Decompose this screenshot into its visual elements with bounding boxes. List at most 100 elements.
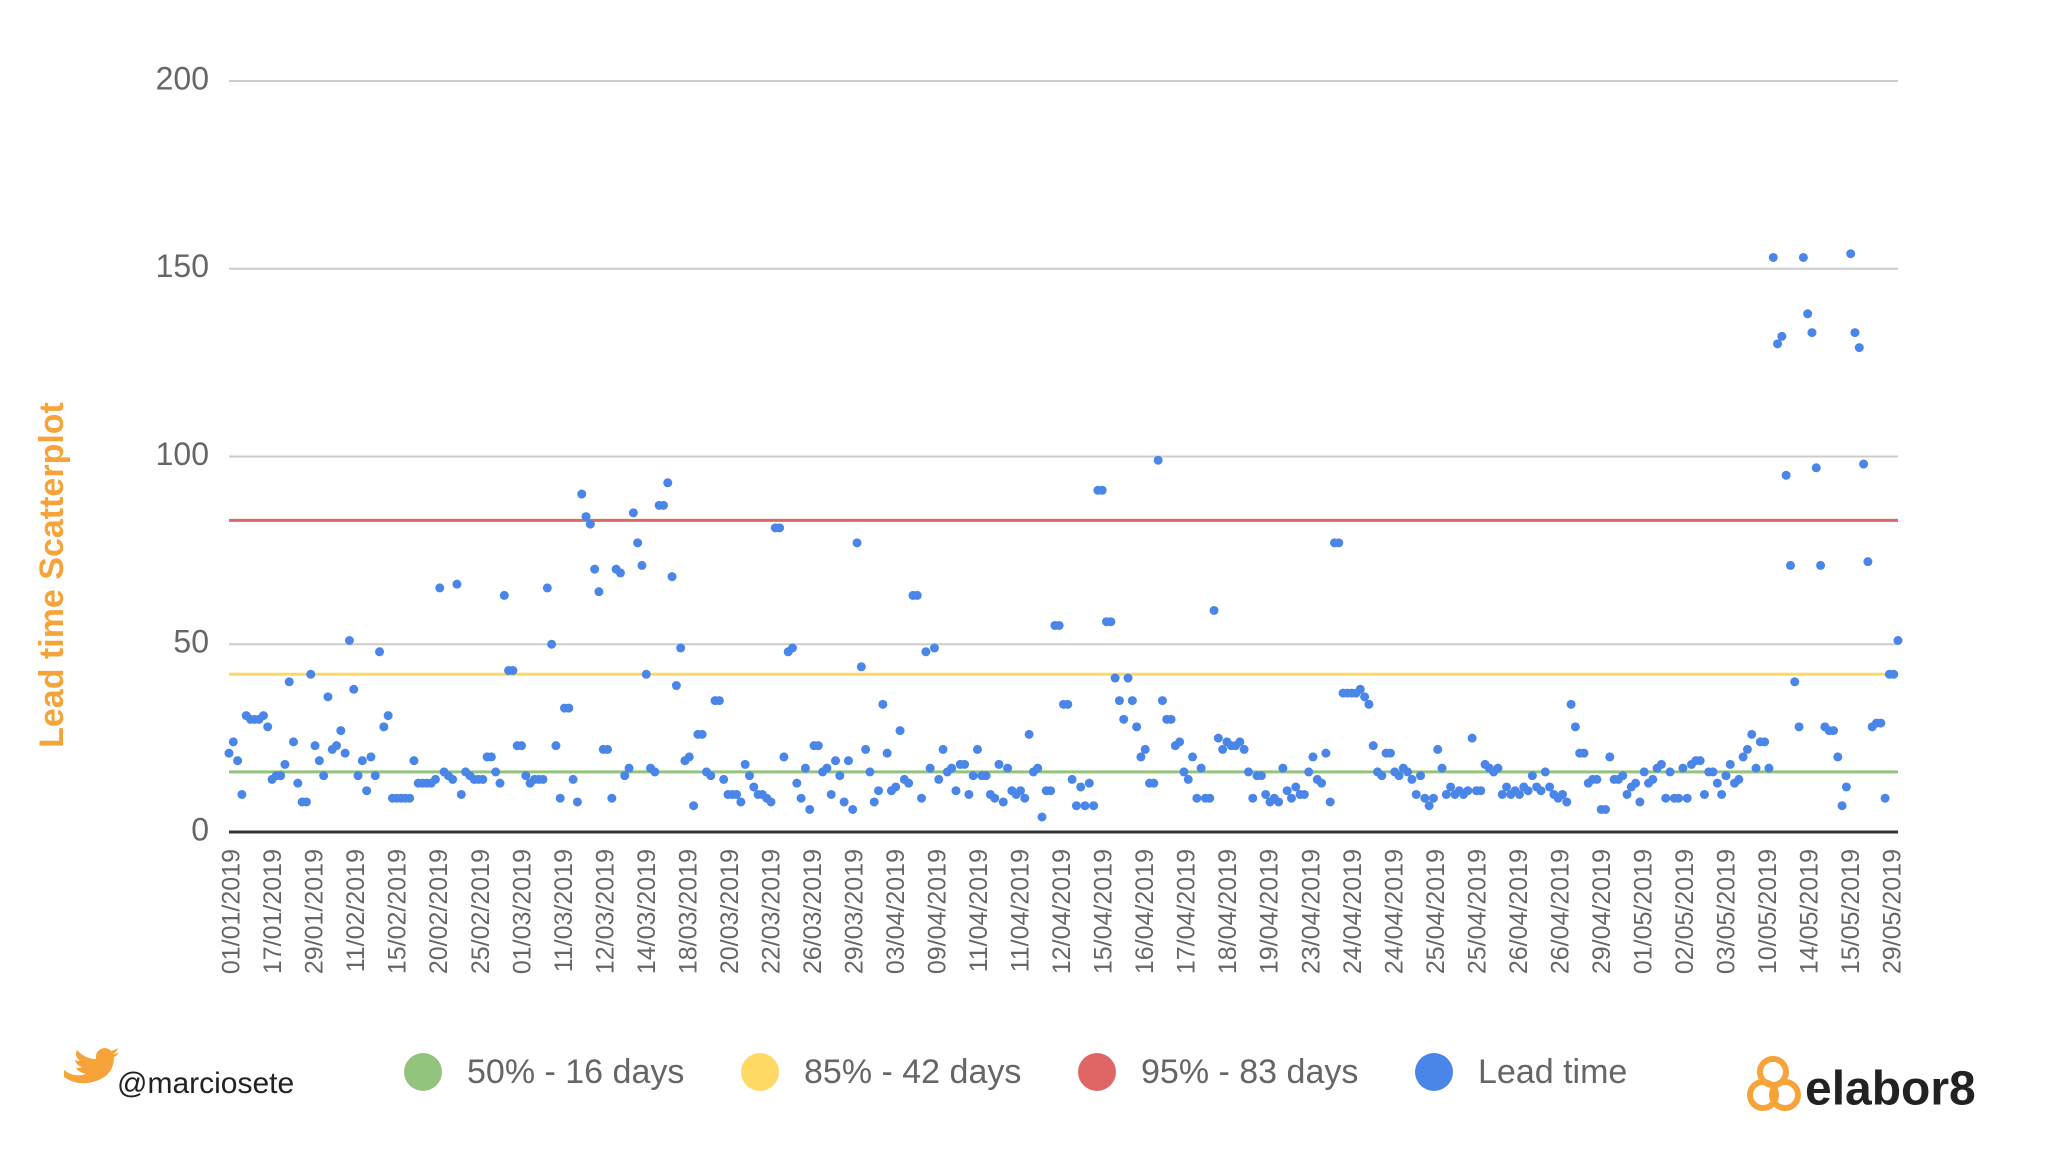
- point: [912, 590, 922, 600]
- x-tick-label: 03/05/2019: [1713, 849, 1741, 974]
- point: [990, 793, 1000, 803]
- point: [981, 771, 991, 781]
- point: [1751, 763, 1761, 773]
- point: [1738, 752, 1748, 762]
- point: [951, 786, 961, 796]
- point: [1377, 771, 1387, 781]
- point: [1794, 722, 1804, 732]
- point: [947, 763, 957, 773]
- point: [237, 789, 247, 799]
- point: [624, 763, 634, 773]
- point: [564, 703, 574, 713]
- x-tick-label: 24/04/2019: [1380, 849, 1408, 974]
- point: [594, 587, 604, 597]
- y-axis-title: Lead time Scatterplot: [33, 402, 71, 748]
- point: [1114, 696, 1124, 706]
- point: [839, 797, 849, 807]
- point: [233, 756, 243, 766]
- legend-swatch: [404, 1053, 442, 1091]
- point: [1889, 669, 1899, 679]
- point: [1837, 801, 1847, 811]
- point: [353, 771, 363, 781]
- point: [689, 801, 699, 811]
- point: [495, 778, 505, 788]
- point: [293, 778, 303, 788]
- point: [280, 759, 290, 769]
- x-tick-label: 17/01/2019: [259, 849, 287, 974]
- point: [740, 759, 750, 769]
- point: [1648, 774, 1658, 784]
- point: [1192, 793, 1202, 803]
- point: [1368, 741, 1378, 751]
- point: [585, 519, 595, 529]
- point: [1416, 771, 1426, 781]
- point: [1781, 470, 1791, 480]
- x-tick-label: 18/04/2019: [1214, 849, 1242, 974]
- x-tick-label: 11/04/2019: [1007, 849, 1035, 972]
- point: [263, 722, 273, 732]
- point: [1721, 771, 1731, 781]
- point: [1631, 778, 1641, 788]
- point: [370, 771, 380, 781]
- x-tick-label: 26/04/2019: [1505, 849, 1533, 974]
- point: [1622, 789, 1632, 799]
- point: [1557, 789, 1567, 799]
- point: [1854, 343, 1864, 353]
- point: [1833, 752, 1843, 762]
- point: [964, 789, 974, 799]
- point: [891, 782, 901, 792]
- point: [1734, 774, 1744, 784]
- x-tick-label: 14/03/2019: [633, 849, 661, 974]
- point: [1166, 714, 1176, 724]
- point: [1678, 763, 1688, 773]
- point: [581, 512, 591, 522]
- point: [1218, 744, 1228, 754]
- point: [409, 756, 419, 766]
- point: [1054, 620, 1064, 630]
- point: [1355, 684, 1365, 694]
- point: [1076, 782, 1086, 792]
- point: [1527, 771, 1537, 781]
- x-tick-label: 20/03/2019: [716, 849, 744, 974]
- point: [542, 583, 552, 593]
- point: [934, 774, 944, 784]
- point: [882, 748, 892, 758]
- point: [289, 737, 299, 747]
- point: [796, 793, 806, 803]
- point: [1777, 331, 1787, 341]
- point: [1811, 463, 1821, 473]
- point: [1674, 793, 1684, 803]
- point: [1441, 789, 1451, 799]
- point: [435, 583, 445, 593]
- y-tick-label: 200: [156, 60, 209, 96]
- point: [1140, 744, 1150, 754]
- point: [448, 774, 458, 784]
- point: [1394, 771, 1404, 781]
- point: [1149, 778, 1159, 788]
- point: [1235, 737, 1245, 747]
- point: [486, 752, 496, 762]
- point: [994, 759, 1004, 769]
- brand-name: elabor8: [1805, 1063, 1976, 1116]
- point: [917, 793, 927, 803]
- point: [938, 744, 948, 754]
- point: [658, 500, 668, 510]
- x-tick-label: 11/02/2019: [342, 849, 370, 972]
- point: [1020, 793, 1030, 803]
- point: [1562, 797, 1572, 807]
- point: [1248, 793, 1258, 803]
- x-tick-label: 01/01/2019: [218, 849, 246, 974]
- x-tick-label: 24/04/2019: [1339, 849, 1367, 974]
- point: [310, 741, 320, 751]
- point: [1661, 793, 1671, 803]
- point: [508, 666, 518, 676]
- point: [1205, 793, 1215, 803]
- point: [1717, 789, 1727, 799]
- point: [732, 789, 742, 799]
- point: [456, 789, 466, 799]
- point: [319, 771, 329, 781]
- point: [1196, 763, 1206, 773]
- point: [1334, 538, 1344, 548]
- point: [1407, 774, 1417, 784]
- point: [671, 681, 681, 691]
